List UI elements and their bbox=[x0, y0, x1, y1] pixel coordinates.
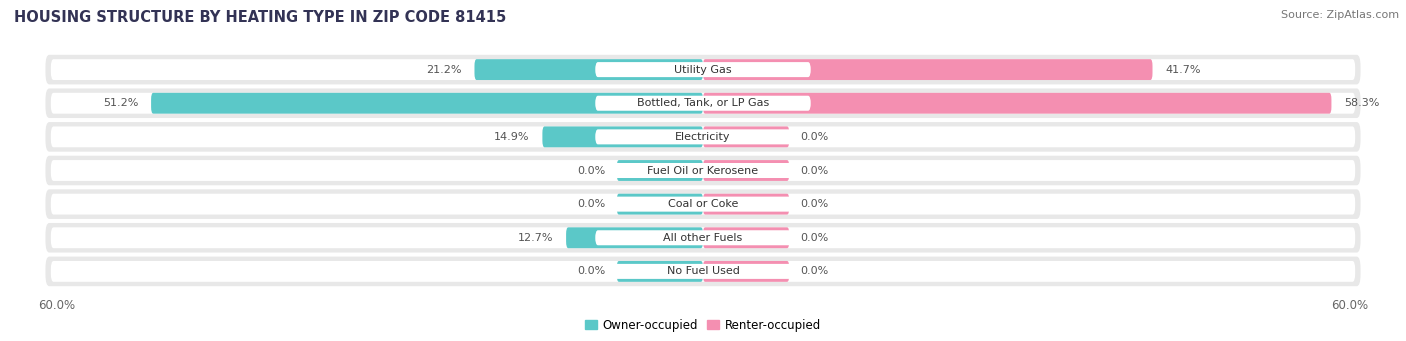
Text: 51.2%: 51.2% bbox=[103, 98, 138, 108]
Text: Utility Gas: Utility Gas bbox=[675, 64, 731, 75]
Text: Fuel Oil or Kerosene: Fuel Oil or Kerosene bbox=[647, 165, 759, 176]
Text: 12.7%: 12.7% bbox=[517, 233, 553, 243]
FancyBboxPatch shape bbox=[703, 93, 1331, 114]
FancyBboxPatch shape bbox=[595, 197, 811, 212]
Text: 0.0%: 0.0% bbox=[800, 165, 828, 176]
FancyBboxPatch shape bbox=[45, 156, 1361, 185]
Text: 0.0%: 0.0% bbox=[800, 266, 828, 277]
Text: All other Fuels: All other Fuels bbox=[664, 233, 742, 243]
FancyBboxPatch shape bbox=[595, 129, 811, 144]
Text: 0.0%: 0.0% bbox=[800, 199, 828, 209]
FancyBboxPatch shape bbox=[595, 163, 811, 178]
FancyBboxPatch shape bbox=[595, 62, 811, 77]
FancyBboxPatch shape bbox=[51, 261, 1355, 282]
Text: 0.0%: 0.0% bbox=[578, 199, 606, 209]
Text: 58.3%: 58.3% bbox=[1344, 98, 1379, 108]
FancyBboxPatch shape bbox=[703, 160, 789, 181]
FancyBboxPatch shape bbox=[45, 55, 1361, 85]
FancyBboxPatch shape bbox=[617, 194, 703, 214]
FancyBboxPatch shape bbox=[595, 264, 811, 279]
FancyBboxPatch shape bbox=[703, 261, 789, 282]
FancyBboxPatch shape bbox=[51, 93, 1355, 114]
Text: 0.0%: 0.0% bbox=[800, 233, 828, 243]
FancyBboxPatch shape bbox=[51, 194, 1355, 214]
FancyBboxPatch shape bbox=[703, 227, 789, 248]
FancyBboxPatch shape bbox=[474, 59, 703, 80]
FancyBboxPatch shape bbox=[45, 88, 1361, 118]
Text: Coal or Coke: Coal or Coke bbox=[668, 199, 738, 209]
Legend: Owner-occupied, Renter-occupied: Owner-occupied, Renter-occupied bbox=[585, 318, 821, 331]
Text: 0.0%: 0.0% bbox=[578, 165, 606, 176]
FancyBboxPatch shape bbox=[703, 127, 789, 147]
Text: Source: ZipAtlas.com: Source: ZipAtlas.com bbox=[1281, 10, 1399, 20]
FancyBboxPatch shape bbox=[45, 223, 1361, 253]
FancyBboxPatch shape bbox=[567, 227, 703, 248]
Text: 21.2%: 21.2% bbox=[426, 64, 461, 75]
FancyBboxPatch shape bbox=[703, 59, 1153, 80]
FancyBboxPatch shape bbox=[617, 261, 703, 282]
Text: 0.0%: 0.0% bbox=[800, 132, 828, 142]
Text: HOUSING STRUCTURE BY HEATING TYPE IN ZIP CODE 81415: HOUSING STRUCTURE BY HEATING TYPE IN ZIP… bbox=[14, 10, 506, 25]
FancyBboxPatch shape bbox=[51, 127, 1355, 147]
Text: Bottled, Tank, or LP Gas: Bottled, Tank, or LP Gas bbox=[637, 98, 769, 108]
FancyBboxPatch shape bbox=[45, 189, 1361, 219]
Text: 14.9%: 14.9% bbox=[494, 132, 530, 142]
FancyBboxPatch shape bbox=[45, 122, 1361, 152]
Text: 0.0%: 0.0% bbox=[578, 266, 606, 277]
Text: No Fuel Used: No Fuel Used bbox=[666, 266, 740, 277]
FancyBboxPatch shape bbox=[51, 227, 1355, 248]
FancyBboxPatch shape bbox=[51, 160, 1355, 181]
FancyBboxPatch shape bbox=[45, 256, 1361, 286]
FancyBboxPatch shape bbox=[543, 127, 703, 147]
Text: 41.7%: 41.7% bbox=[1166, 64, 1201, 75]
FancyBboxPatch shape bbox=[617, 160, 703, 181]
FancyBboxPatch shape bbox=[51, 59, 1355, 80]
FancyBboxPatch shape bbox=[150, 93, 703, 114]
FancyBboxPatch shape bbox=[703, 194, 789, 214]
FancyBboxPatch shape bbox=[595, 96, 811, 111]
Text: Electricity: Electricity bbox=[675, 132, 731, 142]
FancyBboxPatch shape bbox=[595, 230, 811, 245]
